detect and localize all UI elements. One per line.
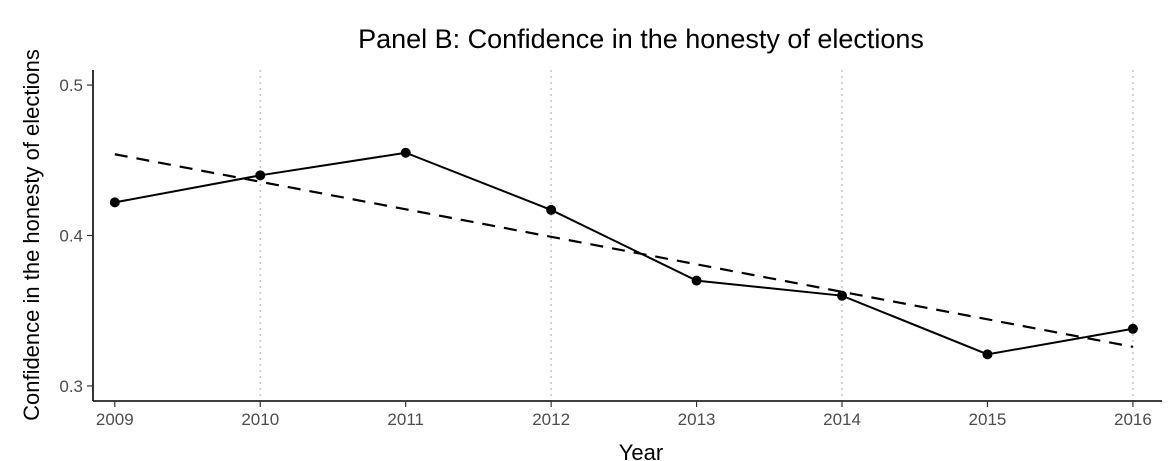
series-line xyxy=(114,151,1134,356)
data-point-2014 xyxy=(837,290,848,301)
x-tick-label: 2009 xyxy=(96,410,134,429)
chart-title: Panel B: Confidence in the honesty of el… xyxy=(358,24,924,54)
data-point-2012 xyxy=(546,204,557,215)
x-axis-label: Year xyxy=(619,440,663,461)
x-tick-label: 2013 xyxy=(678,410,716,429)
y-axis-label: Confidence in the honesty of elections xyxy=(19,49,44,421)
y-tick-label: 0.3 xyxy=(59,377,83,396)
x-axis-ticks: 2009 2010 2011 2012 2013 2014 2015 2016 xyxy=(96,401,1152,429)
data-point-2013 xyxy=(691,275,702,286)
y-tick-label: 0.4 xyxy=(59,227,83,246)
y-axis-ticks: 0.3 0.4 0.5 xyxy=(59,76,93,396)
series-points xyxy=(109,147,1138,360)
trend-line xyxy=(114,153,1134,348)
data-point-2015 xyxy=(982,349,993,360)
vertical-reference-lines xyxy=(259,70,1134,401)
x-tick-label: 2011 xyxy=(387,410,424,429)
data-point-2009 xyxy=(109,197,120,208)
x-tick-label: 2010 xyxy=(241,410,279,429)
x-tick-label: 2016 xyxy=(1114,410,1152,429)
y-tick-label: 0.5 xyxy=(59,76,83,95)
x-tick-label: 2015 xyxy=(969,410,1007,429)
x-tick-label: 2014 xyxy=(823,410,861,429)
data-point-2010 xyxy=(255,170,266,181)
x-tick-label: 2012 xyxy=(532,410,570,429)
data-point-2016 xyxy=(1127,323,1138,334)
data-point-2011 xyxy=(400,147,411,158)
